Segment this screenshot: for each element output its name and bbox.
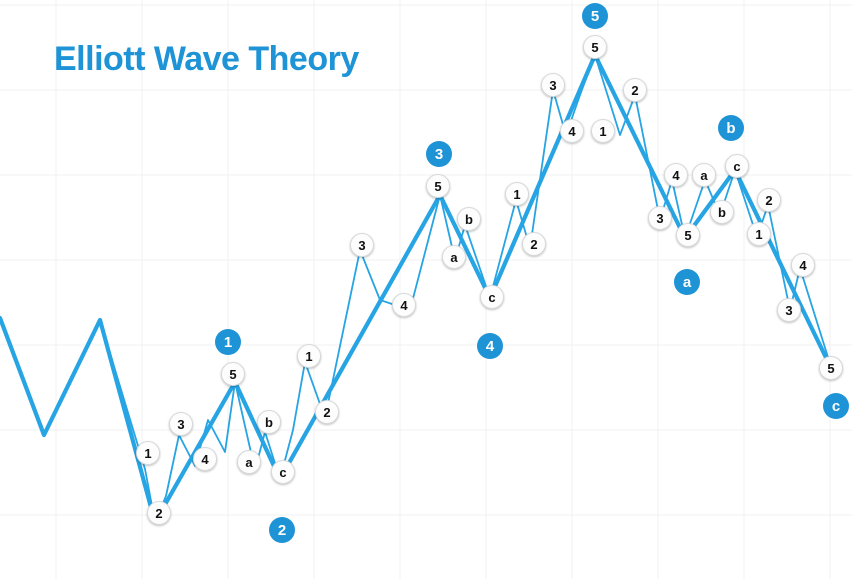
wave-label-minor: 4 [560,119,584,143]
wave-label-minor: 4 [193,447,217,471]
page-title: Elliott Wave Theory [54,40,359,79]
wave-label-minor: 1 [747,222,771,246]
wave-lines [0,0,852,579]
wave-label-minor: 1 [505,182,529,206]
wave-label-minor: 2 [315,400,339,424]
wave-label-minor: 5 [426,174,450,198]
wave-label-minor: a [692,163,716,187]
wave-label-minor: 5 [583,35,607,59]
wave-label-minor: 3 [350,233,374,257]
wave-label-major: 3 [426,141,452,167]
wave-label-minor: 4 [664,163,688,187]
wave-label-minor: 2 [757,188,781,212]
wave-label-minor: 4 [392,293,416,317]
wave-label-minor: 2 [522,232,546,256]
wave-label-minor: 5 [819,356,843,380]
chart-stage: Elliott Wave Theory 12345abc12345abc1234… [0,0,852,579]
wave-label-minor: 1 [591,119,615,143]
wave-label-minor: 3 [541,73,565,97]
wave-label-major: 2 [269,517,295,543]
wave-label-minor: b [710,200,734,224]
wave-label-minor: c [271,460,295,484]
wave-label-minor: c [725,154,749,178]
wave-label-minor: 1 [136,441,160,465]
wave-label-minor: a [237,450,261,474]
wave-label-minor: 3 [169,412,193,436]
wave-label-minor: 3 [648,206,672,230]
wave-label-minor: b [257,410,281,434]
wave-label-major: c [823,393,849,419]
wave-label-major: a [674,269,700,295]
wave-label-minor: 5 [221,362,245,386]
wave-label-minor: 3 [777,298,801,322]
wave-label-minor: c [480,285,504,309]
wave-label-major: b [718,115,744,141]
wave-label-minor: 5 [676,223,700,247]
wave-label-minor: 2 [147,501,171,525]
wave-label-minor: 4 [791,253,815,277]
wave-label-minor: a [442,245,466,269]
wave-label-minor: 1 [297,344,321,368]
wave-label-major: 5 [582,3,608,29]
wave-label-minor: 2 [623,78,647,102]
wave-label-minor: b [457,207,481,231]
wave-label-major: 4 [477,333,503,359]
wave-label-major: 1 [215,329,241,355]
